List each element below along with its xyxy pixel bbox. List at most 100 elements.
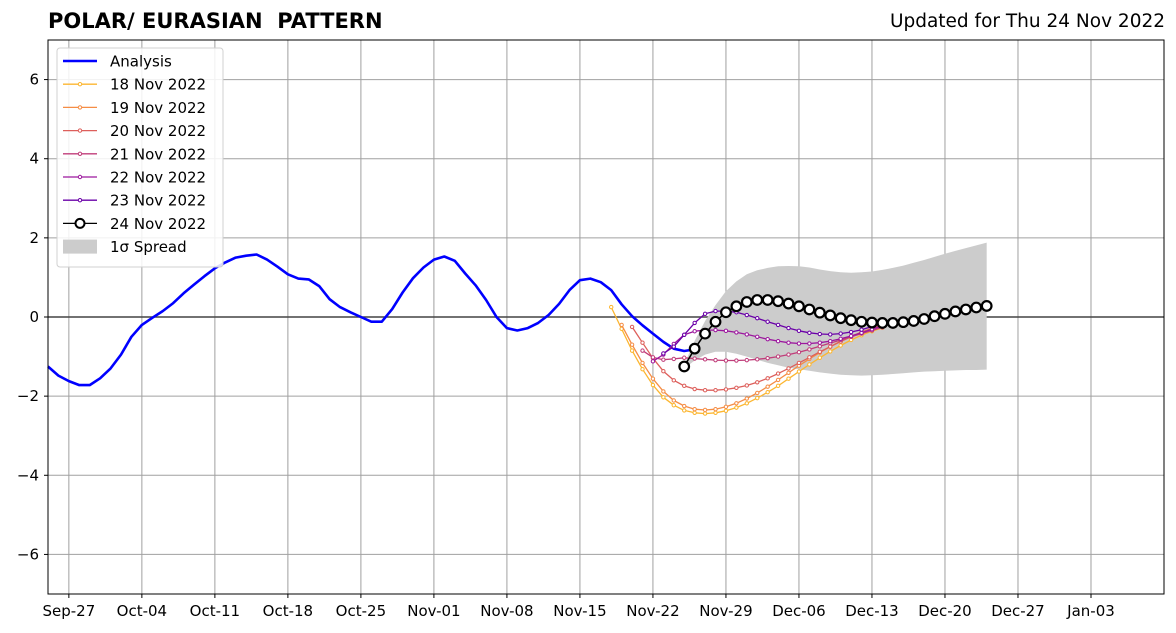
forecast-point: [713, 410, 718, 415]
forecast-point: [682, 383, 687, 389]
forecast-point: [692, 356, 697, 361]
forecast-point: [765, 319, 770, 324]
legend-label: 18 Nov 2022: [110, 76, 206, 94]
forecast-point: [744, 332, 750, 337]
forecast-point: [702, 311, 708, 317]
forecast-point: [786, 366, 791, 371]
legend-swatch-marker: [77, 198, 83, 203]
forecast-point: [807, 330, 812, 336]
legend-label: 1σ Spread: [110, 238, 187, 256]
forecast-point: [859, 327, 864, 332]
forecast-point: [807, 347, 812, 352]
forecast-point: [796, 350, 802, 355]
forecast-point: [671, 378, 676, 383]
forecast-point: [755, 395, 760, 401]
forecast-point: [692, 329, 697, 334]
forecast-point: [682, 355, 687, 360]
forecast-point: [650, 376, 656, 381]
updated-label: Updated for Thu 24 Nov 2022: [889, 11, 1165, 32]
analysis-line: [47, 253, 695, 387]
forecast-point: [755, 334, 760, 339]
x-tick-label: Dec-06: [772, 602, 826, 620]
x-tick-label: Jan-03: [1066, 602, 1115, 620]
forecast-point-24nov: [824, 309, 837, 322]
forecast-point-24nov: [959, 303, 972, 316]
forecast-point: [692, 386, 697, 392]
forecast-point: [817, 331, 823, 337]
forecast-point: [744, 312, 750, 318]
legend-label: 23 Nov 2022: [110, 192, 206, 210]
legend-label: 20 Nov 2022: [110, 122, 206, 140]
forecast-point-24nov: [866, 316, 878, 329]
forecast-point-24nov: [688, 342, 701, 355]
forecast-point: [661, 357, 666, 362]
spread-band: [684, 242, 987, 376]
forecast-point: [734, 330, 739, 335]
forecast-point: [640, 360, 645, 366]
forecast-point: [671, 344, 676, 349]
forecast-point: [713, 407, 718, 412]
forecast-point: [765, 336, 770, 342]
forecast-point: [796, 369, 802, 374]
forecast-point: [848, 329, 854, 335]
forecast-point: [786, 340, 791, 345]
forecast-point: [650, 359, 656, 364]
forecast-point-24nov: [803, 303, 816, 316]
forecast-point: [838, 343, 843, 348]
forecast-point: [702, 411, 708, 416]
legend-swatch-marker: [77, 174, 83, 180]
forecast-point: [723, 387, 729, 392]
forecast-point: [755, 390, 760, 396]
forecast-point: [744, 383, 750, 388]
forecast-point: [786, 325, 791, 331]
forecast-point: [640, 367, 645, 372]
forecast-point: [775, 354, 781, 359]
forecast-point: [775, 338, 781, 344]
x-tick-label: Oct-25: [336, 602, 386, 620]
forecast-point: [682, 408, 687, 413]
forecast-point: [713, 388, 718, 393]
forecast-point-24nov: [928, 310, 941, 323]
forecast-point: [713, 357, 718, 363]
forecast-point: [744, 396, 750, 401]
forecast-point: [723, 408, 729, 413]
forecast-point: [609, 304, 614, 310]
forecast-point: [661, 389, 666, 394]
forecast-point: [828, 344, 833, 349]
forecast-point: [629, 348, 635, 353]
forecast-point: [775, 383, 781, 389]
forecast-point: [650, 355, 656, 360]
forecast-point: [713, 327, 718, 333]
forecast-point-24nov: [709, 315, 722, 328]
forecast-point: [734, 385, 739, 391]
forecast-point-24nov: [834, 312, 847, 325]
x-tick-label: Oct-04: [117, 602, 167, 620]
forecast-point: [619, 322, 624, 328]
forecast-point: [765, 384, 770, 389]
forecast-point: [838, 336, 843, 341]
forecast-point: [828, 332, 833, 337]
forecast-point: [702, 357, 708, 362]
y-tick-label: 4: [29, 150, 39, 168]
legend-label: 22 Nov 2022: [110, 169, 206, 187]
forecast-point: [682, 403, 687, 409]
legend-swatch-marker: [77, 128, 83, 133]
forecast-point: [629, 342, 635, 347]
legend-box: [56, 47, 224, 268]
forecast-point-24nov: [813, 306, 826, 319]
forecast-point: [661, 395, 666, 400]
forecast-point: [817, 344, 823, 349]
y-tick-label: 6: [29, 71, 39, 89]
forecast-point: [775, 371, 781, 376]
y-tick-label: 0: [29, 308, 39, 326]
forecast-point: [713, 308, 718, 314]
legend-swatch-marker: [77, 105, 83, 110]
forecast-point-24nov: [949, 305, 962, 318]
forecast-point: [755, 357, 760, 362]
forecast-point: [692, 320, 697, 326]
y-tick-label: 2: [29, 229, 39, 247]
forecast-point: [723, 358, 729, 363]
x-tick-label: Nov-15: [553, 602, 606, 620]
legend-label: 24 Nov 2022: [110, 215, 206, 233]
